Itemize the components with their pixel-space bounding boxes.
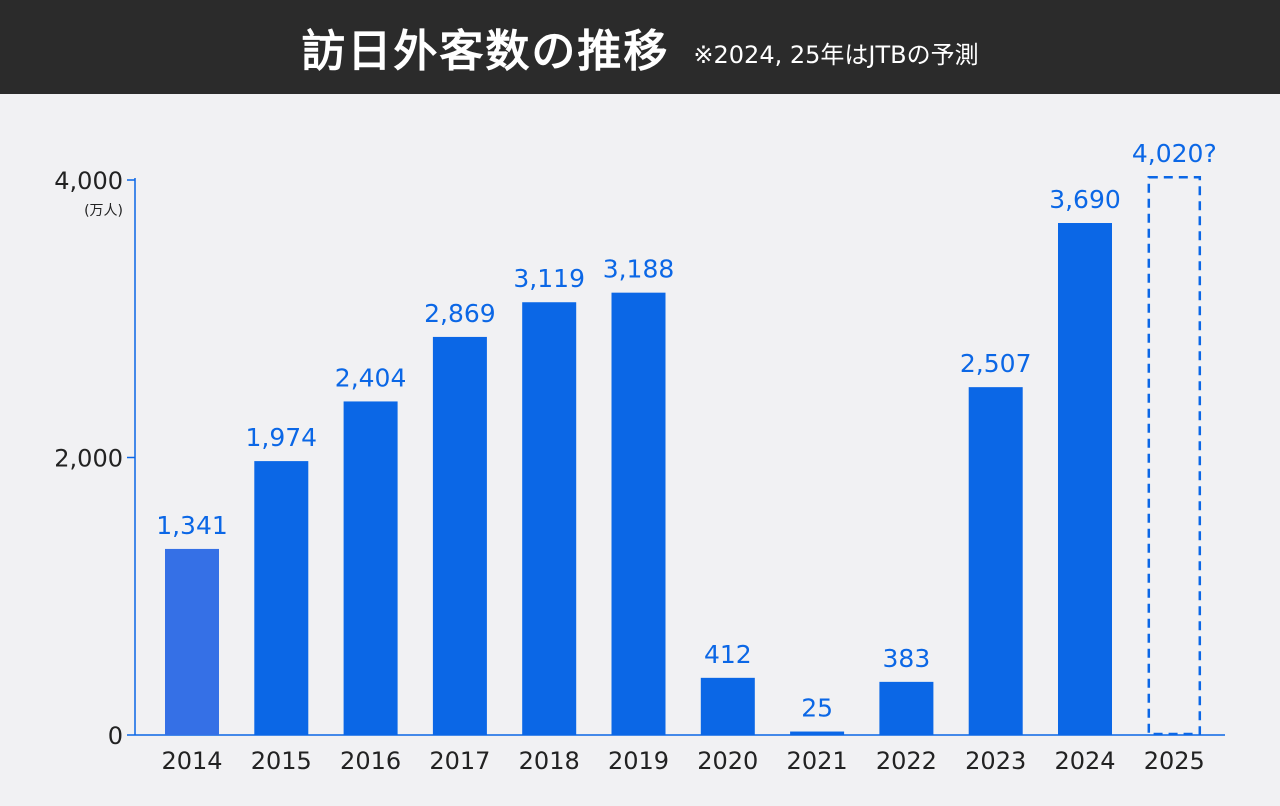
- chart-subtitle-note: ※2024, 25年はJTBの予測: [693, 40, 979, 69]
- bar-value-label: 2,507: [960, 349, 1032, 378]
- bar-forecast: [1147, 175, 1202, 736]
- bar-value-label: 3,119: [513, 264, 585, 293]
- bar-value-label: 4,020?: [1132, 139, 1217, 168]
- x-tick-label: 2020: [697, 747, 758, 775]
- bar-value-label: 412: [704, 640, 752, 669]
- x-tick-label: 2016: [340, 747, 401, 775]
- bar: [254, 461, 309, 735]
- chart-header: 訪日外客数の推移 ※2024, 25年はJTBの予測: [0, 0, 1280, 94]
- bar-value-label: 3,690: [1049, 185, 1121, 214]
- bar-value-label: 2,404: [335, 363, 407, 392]
- bar: [1058, 223, 1112, 735]
- x-tick-label: 2024: [1054, 747, 1115, 775]
- bar: [343, 401, 398, 735]
- bar-chart: 0 2,000 4,000 1,341 2014 1,974 2015 2,404 2016 2…: [54, 139, 1225, 775]
- bar-value-label: 25: [801, 694, 833, 723]
- bar: [879, 681, 934, 735]
- y-axis-unit-label: (万人): [84, 203, 123, 219]
- x-tick-label: 2019: [608, 747, 669, 775]
- bar: [700, 677, 755, 735]
- y-tick-label: 2,000: [54, 445, 123, 473]
- x-tick-label: 2015: [251, 747, 312, 775]
- bar: [522, 302, 577, 735]
- bar: [432, 336, 487, 735]
- bar-value-label: 383: [883, 644, 931, 673]
- x-tick-label: 2022: [876, 747, 937, 775]
- bar: [165, 548, 219, 735]
- bar: [611, 292, 666, 735]
- x-tick-label: 2025: [1144, 747, 1205, 775]
- x-tick-label: 2018: [519, 747, 580, 775]
- x-tick-label: 2023: [965, 747, 1026, 775]
- bar-value-label: 1,974: [246, 423, 318, 452]
- bar: [968, 387, 1023, 735]
- bar-value-label: 1,341: [156, 511, 228, 540]
- x-tick-label: 2017: [429, 747, 490, 775]
- bar-value-label: 2,869: [424, 299, 496, 328]
- bar: [790, 731, 845, 735]
- y-tick-label: 4,000: [54, 167, 123, 195]
- x-tick-label: 2021: [787, 747, 848, 775]
- chart-title: 訪日外客数の推移: [301, 26, 670, 77]
- y-tick-label: 0: [108, 722, 123, 750]
- bar-value-label: 3,188: [603, 255, 675, 284]
- x-tick-label: 2014: [161, 747, 222, 775]
